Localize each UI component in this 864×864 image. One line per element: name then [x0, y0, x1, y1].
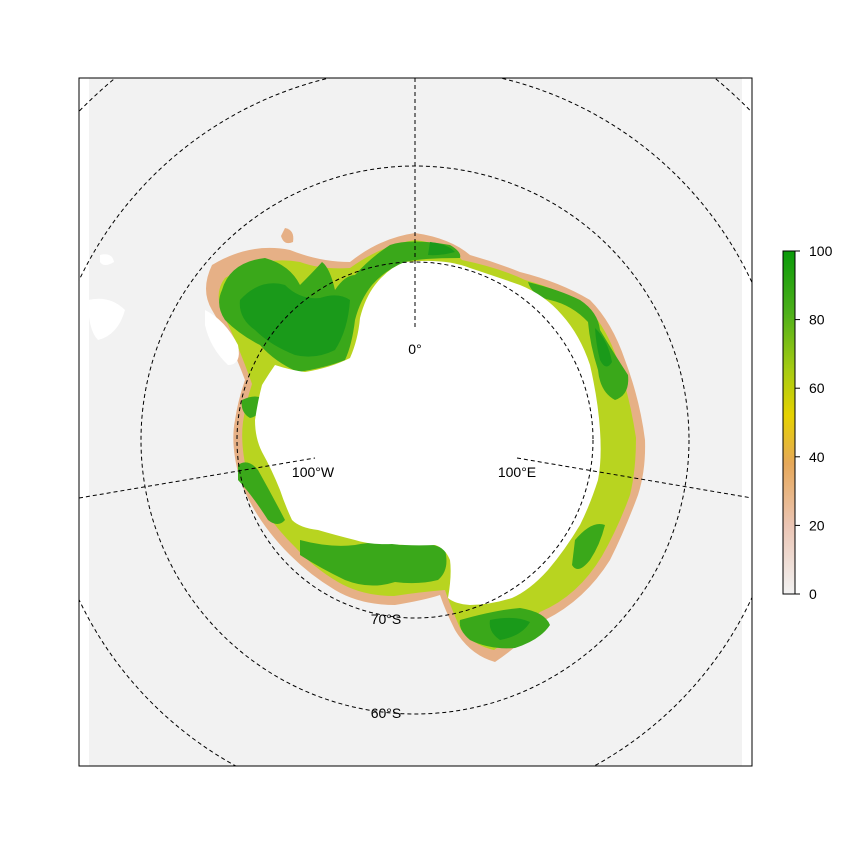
colorbar-tick-label: 20: [809, 517, 825, 533]
label-lat-60s: 60°S: [371, 705, 402, 721]
meridian-100w: [79, 457, 316, 499]
label-lon-100e: 100°E: [498, 464, 536, 480]
panel-right-strip: [742, 78, 752, 766]
label-lon-0: 0°: [408, 341, 421, 357]
colorbar-ticks: 0 20 40 60 80 100: [795, 243, 833, 602]
sea-ice-highest: [239, 242, 612, 640]
colorbar-tick-label: 0: [809, 586, 817, 602]
meridian-100e: [516, 457, 752, 499]
label-lon-100w: 100°W: [292, 464, 335, 480]
colorbar-tick-label: 60: [809, 380, 825, 396]
map-frame: [78, 77, 753, 767]
colorbar-tick-label: 100: [809, 243, 833, 259]
colorbar-gradient: [782, 250, 796, 595]
colorbar-tick-label: 80: [809, 312, 825, 328]
panel-left-strip: [79, 78, 89, 766]
antarctica-landmass: [255, 260, 601, 605]
colorbar-tick-label: 40: [809, 449, 825, 465]
colorbar: 0 20 40 60 80 100: [782, 243, 833, 602]
latitude-circle-70s: [236, 261, 594, 619]
label-lat-70s: 70°S: [371, 611, 402, 627]
sea-ice-trace: [88, 254, 239, 365]
